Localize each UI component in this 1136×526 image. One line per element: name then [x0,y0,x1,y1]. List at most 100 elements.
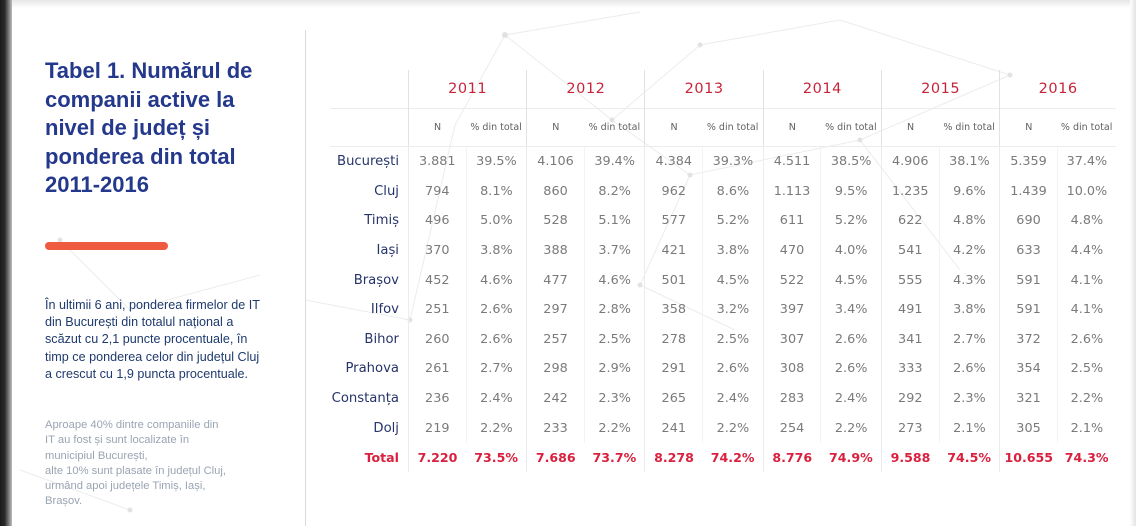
share-cell: 4.1% [1056,265,1116,295]
total-label: Total [364,449,399,465]
region-name: Ilfov [370,302,399,318]
count-cell: 591 [999,265,1058,295]
year-header: 2011 [407,70,527,109]
table-row: Iași 370 3.8% 388 3.7% 421 3.8% 470 4.0% 541 4.2% 6… [330,235,1116,266]
count-cell: 265 [644,383,703,414]
total-count-cell: 8.278 [644,442,703,472]
count-cell: 333 [880,354,940,384]
share-cell: 10.0% [1056,176,1116,207]
region-name: Iași [376,243,399,259]
count-cell: 622 [880,206,940,236]
count-cell: 254 [762,413,821,443]
lead-paragraph: În ultimii 6 ani, ponderea firmelor de I… [45,298,260,381]
count-cell: 219 [407,413,467,443]
share-cell: 8.2% [583,176,645,207]
count-cell: 421 [644,235,703,266]
share-cell: 2.5% [1056,354,1116,384]
share-cell: 2.7% [938,324,1000,355]
share-cell: 2.4% [465,383,527,414]
region-subheader [330,108,409,147]
count-cell: 308 [762,354,821,384]
total-count-cell: 7.220 [407,442,467,472]
share-cell: 2.6% [465,294,527,325]
count-cell: 341 [880,324,940,355]
count-cell: 4.106 [526,146,585,177]
count-cell: 388 [526,235,585,266]
share-cell: 2.3% [938,383,1000,414]
count-header: N [880,108,940,147]
count-cell: 307 [762,324,821,355]
count-header: N [407,108,467,147]
share-header: % din total [702,108,764,147]
count-cell: 292 [880,383,940,414]
count-cell: 541 [880,235,940,266]
share-cell: 39.4% [583,146,645,177]
count-cell: 305 [999,413,1058,443]
share-cell: 4.6% [583,265,645,295]
share-header: % din total [584,108,645,147]
note-line: municipiul București, [45,449,148,462]
share-cell: 2.4% [820,383,882,414]
total-count-cell: 9.588 [880,442,940,472]
share-cell: 2.6% [820,354,882,384]
year-header: 2013 [644,70,764,109]
region-name: Dolj [373,420,399,436]
count-cell: 491 [880,294,940,325]
count-cell: 261 [407,354,467,384]
count-cell: 860 [526,176,585,207]
table-row: Timiș 496 5.0% 528 5.1% 577 5.2% 611 5.2% 622 4.8%… [330,206,1116,236]
share-cell: 2.2% [583,413,645,443]
share-cell: 4.3% [938,265,1000,295]
note-line: alte 10% sunt plasate în județul Cluj, [45,464,226,477]
share-cell: 2.2% [465,413,527,443]
share-cell: 4.8% [1056,206,1116,236]
share-cell: 2.1% [938,413,1000,443]
table-row: Constanța 236 2.4% 242 2.3% 265 2.4% 283 2.4% 292… [330,383,1116,414]
year-header: 2016 [999,70,1116,109]
window-frame-left [0,0,12,526]
count-cell: 4.384 [644,146,703,177]
share-cell: 4.5% [820,265,882,295]
count-cell: 236 [407,383,467,414]
count-cell: 1.113 [762,176,821,207]
table-row: București 3.881 39.5% 4.106 39.4% 4.384 39.3% 4… [330,146,1116,177]
count-cell: 3.881 [407,146,467,177]
count-cell: 522 [762,265,821,295]
share-header: % din total [1057,108,1116,147]
count-cell: 452 [407,265,467,295]
share-cell: 3.7% [583,235,645,266]
note-line: Brașov. [45,495,83,508]
share-cell: 3.8% [702,235,764,266]
count-header: N [644,108,703,147]
count-cell: 242 [526,383,585,414]
companies-table: 2011 2012 2013 2014 2015 2016 N % din to… [330,70,1116,472]
share-cell: 39.3% [702,146,764,177]
share-cell: 8.1% [465,176,527,207]
share-cell: 2.9% [583,354,645,384]
share-header: % din total [466,108,527,147]
share-cell: 2.2% [1056,383,1116,414]
region-name: Prahova [345,361,399,377]
total-row: Total 7.220 73.5% 7.686 73.7% 8.278 74.2% 8.776… [330,442,1116,472]
share-cell: 2.8% [583,294,645,325]
share-cell: 2.6% [1056,324,1116,355]
count-header: N [526,108,585,147]
window-frame-right [1130,0,1136,526]
share-cell: 4.0% [820,235,882,266]
region-name: Brașov [353,272,399,288]
count-cell: 257 [526,324,585,355]
share-cell: 9.5% [820,176,882,207]
count-cell: 1.235 [880,176,940,207]
count-cell: 358 [644,294,703,325]
share-cell: 2.6% [465,324,527,355]
count-cell: 4.906 [880,146,940,177]
share-cell: 2.6% [702,354,764,384]
year-header: 2014 [762,70,882,109]
region-name: Bihor [364,331,399,347]
count-cell: 241 [644,413,703,443]
total-share-cell: 74.5% [947,449,991,465]
count-cell: 633 [999,235,1058,266]
share-cell: 4.6% [465,265,527,295]
table-row: Dolj 219 2.2% 233 2.2% 241 2.2% 254 2.2% 273 2.1% 3… [330,413,1116,443]
note-line: IT au fost și sunt localizate în [45,434,190,447]
